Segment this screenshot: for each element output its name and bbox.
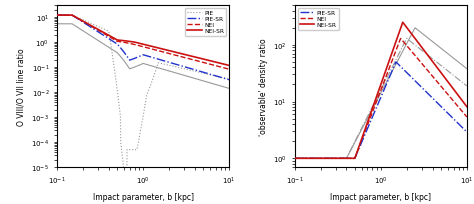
Legend: PIE, PIE-SR, NEI, NEI-SR: PIE, PIE-SR, NEI, NEI-SR xyxy=(185,9,226,37)
Y-axis label: O VIII/O VII line ratio: O VIII/O VII line ratio xyxy=(17,48,26,125)
X-axis label: Impact parameter, b [kpc]: Impact parameter, b [kpc] xyxy=(92,192,193,201)
X-axis label: Impact parameter, b [kpc]: Impact parameter, b [kpc] xyxy=(330,192,431,201)
Y-axis label: 'observable' density ratio: 'observable' density ratio xyxy=(259,38,268,135)
Legend: PIE-SR, NEI, NEI-SR: PIE-SR, NEI, NEI-SR xyxy=(298,9,339,31)
